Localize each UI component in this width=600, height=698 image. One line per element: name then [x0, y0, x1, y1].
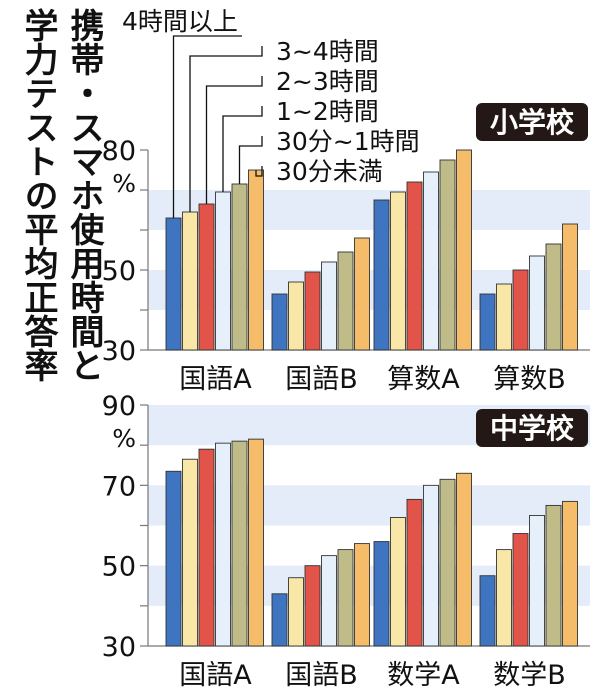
- bar-junior-0-0: [165, 470, 182, 647]
- bar-junior-2-0: [373, 541, 390, 647]
- category-label: 算数B: [493, 364, 566, 395]
- bar-junior-0-2: [198, 448, 215, 647]
- y-unit-label: %: [112, 424, 136, 453]
- y-tick-label: 70: [102, 471, 136, 502]
- bar-elementary-1-1: [288, 281, 304, 351]
- school-badge: [476, 103, 588, 141]
- category-label: 数学A: [387, 660, 460, 691]
- bar-junior-3-1: [496, 549, 512, 647]
- bar-junior-2-2: [406, 498, 423, 647]
- bar-elementary-0-0: [165, 217, 182, 351]
- category-label: 国語B: [285, 660, 358, 691]
- bar-junior-1-3: [321, 555, 337, 647]
- bar-elementary-2-3: [423, 171, 439, 351]
- bar-junior-3-3: [529, 515, 545, 647]
- school-badge: [476, 409, 588, 447]
- category-label: 国語B: [285, 364, 358, 395]
- bar-elementary-2-1: [390, 191, 406, 351]
- legend-label: 30分未満: [276, 157, 383, 186]
- bar-junior-0-1: [182, 458, 198, 647]
- bar-elementary-3-2: [512, 269, 529, 351]
- legend-label: 2~3時間: [276, 67, 379, 96]
- bar-junior-0-4: [231, 440, 248, 647]
- y-tick-label: 30: [102, 632, 136, 663]
- bar-junior-2-1: [390, 517, 406, 647]
- bar-elementary-2-5: [456, 149, 472, 351]
- y-unit-label: %: [112, 169, 136, 198]
- y-tick-label: 30: [102, 336, 136, 367]
- bar-junior-1-0: [271, 593, 288, 647]
- legend-label: 3~4時間: [276, 37, 379, 66]
- bar-junior-3-5: [562, 500, 578, 647]
- bar-junior-1-5: [354, 543, 370, 647]
- bar-junior-0-5: [248, 438, 264, 647]
- bar-elementary-3-5: [562, 223, 578, 351]
- y-tick-label: 50: [102, 256, 136, 287]
- bar-junior-2-3: [423, 484, 439, 647]
- title-line-2: 学力テストの平均正答率: [18, 8, 58, 382]
- bar-junior-3-2: [512, 533, 529, 647]
- bar-elementary-0-3: [215, 191, 231, 351]
- category-label: 算数A: [387, 364, 460, 395]
- bar-elementary-1-5: [354, 237, 370, 351]
- bar-elementary-0-2: [198, 203, 215, 351]
- bar-elementary-0-1: [182, 211, 198, 351]
- bar-elementary-3-0: [479, 293, 496, 351]
- legend-label: 4時間以上: [122, 7, 238, 36]
- bar-elementary-0-5: [248, 169, 264, 351]
- legend-leader-line: [172, 35, 242, 218]
- category-label: 数学B: [493, 660, 566, 691]
- y-tick-label: 50: [102, 552, 136, 583]
- category-label: 国語A: [179, 660, 252, 691]
- category-label: 国語A: [179, 364, 252, 395]
- legend-label: 1~2時間: [276, 97, 379, 126]
- y-tick-label: 90: [102, 391, 136, 422]
- school-badge-label: 中学校: [490, 412, 575, 445]
- bar-elementary-1-3: [321, 261, 337, 351]
- bar-elementary-3-1: [496, 283, 512, 351]
- bar-elementary-1-2: [304, 271, 321, 351]
- bar-junior-1-2: [304, 565, 321, 647]
- bar-elementary-3-3: [529, 255, 545, 351]
- bar-junior-0-3: [215, 442, 231, 647]
- bar-elementary-2-0: [373, 199, 390, 351]
- bar-junior-3-4: [545, 504, 562, 647]
- bar-elementary-1-0: [271, 293, 288, 351]
- bar-junior-3-0: [479, 575, 496, 647]
- bar-elementary-2-2: [406, 181, 423, 351]
- bar-elementary-3-4: [545, 243, 562, 351]
- legend-leader-line: [189, 46, 263, 212]
- bar-junior-1-4: [337, 549, 354, 647]
- bar-elementary-2-4: [439, 159, 456, 351]
- bar-junior-2-5: [456, 472, 472, 647]
- school-badge-label: 小学校: [490, 106, 575, 139]
- legend-leader-line: [205, 76, 263, 204]
- bar-junior-2-4: [439, 478, 456, 647]
- legend-label: 30分~1時間: [276, 127, 420, 156]
- bar-elementary-1-4: [337, 251, 354, 351]
- bar-junior-1-1: [288, 577, 304, 647]
- legend-leader-line: [222, 106, 263, 192]
- bar-elementary-0-4: [231, 183, 248, 351]
- legend-leader-line: [238, 136, 263, 184]
- title-line-1: 携帯・スマホ使用時間と: [64, 8, 104, 382]
- y-tick-label: 80: [102, 136, 136, 167]
- legend-leader-line: [255, 166, 263, 177]
